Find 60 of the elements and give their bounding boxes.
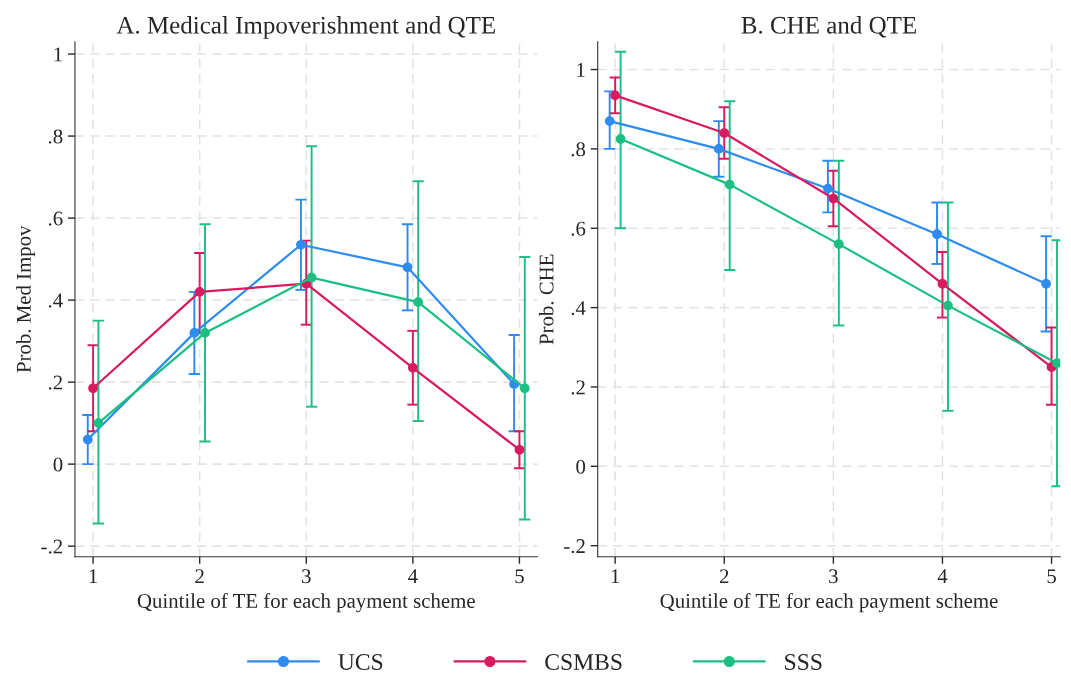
x-tick-label: 2 [195,569,204,584]
point [943,300,953,311]
point [88,383,98,394]
point [828,193,839,204]
x-tick-label: 1 [611,569,620,584]
chart-title: A. Medical Impoverishment and QTE [116,16,495,39]
point [306,272,317,283]
point [823,183,833,194]
x-axis-title: Quintile of TE for each payment scheme [137,593,475,613]
y-tick-label: 0 [53,457,63,472]
y-tick-label: 1 [54,47,62,62]
point [402,262,413,273]
x-tick-label: 1 [89,569,98,584]
x-tick-label: 3 [829,569,838,584]
x-tick-label: 4 [937,569,948,584]
x-tick-label: 5 [515,569,524,584]
point [194,287,205,297]
y-tick-label: .8 [571,142,586,157]
point [1052,358,1061,369]
point [604,116,615,126]
point [189,328,200,338]
legend-label: CSMBS [545,654,622,670]
point [93,418,104,428]
point [610,90,621,101]
y-axis-title: Prob. CHE [538,254,554,345]
y-tick-label: .8 [48,129,63,144]
y-tick-label: 1 [577,63,585,77]
y-tick-label: -.2 [41,539,63,554]
x-tick-label: 4 [408,569,418,584]
point [724,179,735,190]
point [200,328,210,338]
point [937,278,948,289]
y-axis-title: Prob. Med Impov [16,225,36,373]
x-tick-label: 2 [719,569,729,584]
point [932,229,942,240]
y-tick-label: -.2 [564,539,585,554]
x-axis-title: Quintile of TE for each payment scheme [660,593,998,613]
x-tick-label: 3 [302,569,311,584]
point [713,144,724,154]
point [82,434,93,445]
y-tick-label: .2 [571,380,585,395]
point [1041,278,1051,289]
y-tick-label: .4 [48,293,63,308]
point [514,444,525,455]
point [719,128,730,138]
x-tick-label: 5 [1047,569,1056,584]
point [296,239,306,250]
point [519,383,530,394]
point [615,134,626,144]
legend-label: SSS [785,654,822,670]
y-tick-label: .6 [571,221,586,236]
y-tick-label: .4 [571,301,586,316]
y-tick-label: .2 [48,375,63,390]
legend-label: UCS [338,654,383,670]
y-tick-label: .6 [48,211,63,226]
point [833,239,844,249]
point [407,362,418,373]
chart-title: B. CHE and QTE [741,16,916,38]
point [413,297,424,308]
y-tick-label: 0 [576,459,586,474]
